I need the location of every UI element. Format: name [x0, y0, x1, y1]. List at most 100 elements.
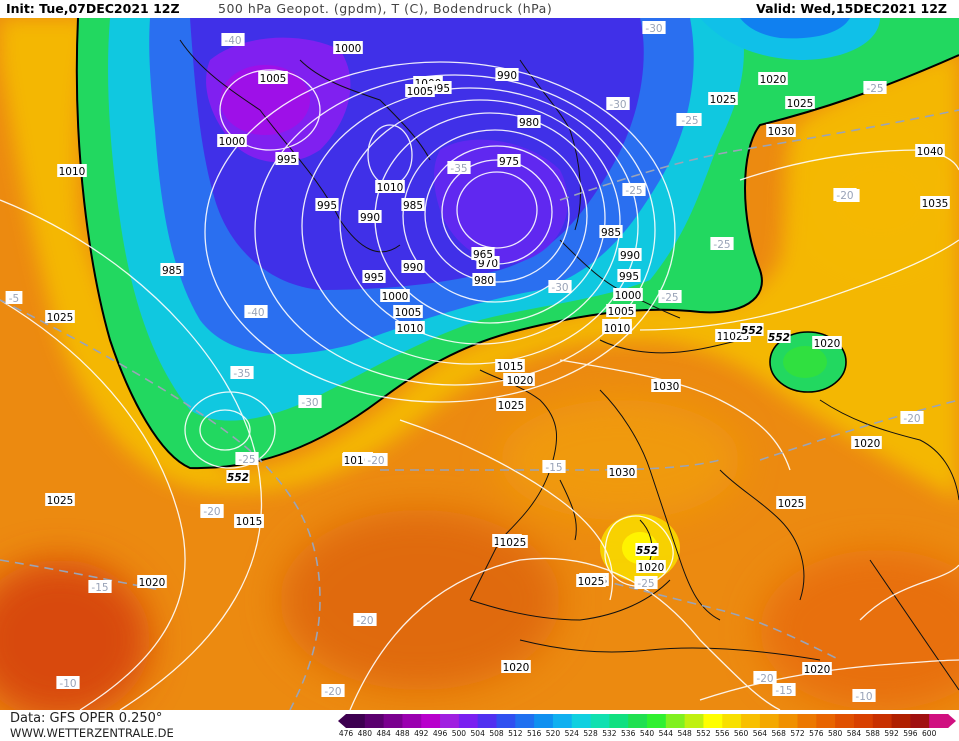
website-credit: WWW.WETTERZENTRALE.DE	[10, 726, 174, 740]
geopotential-label: 552	[741, 325, 763, 337]
pressure-label: 995	[277, 154, 297, 166]
geopotential-label: 552	[227, 472, 249, 484]
pressure-label-bg	[333, 41, 363, 54]
colorbar-label: 564	[752, 729, 768, 738]
pressure-label: 1020	[804, 664, 831, 676]
header-bar: Init: Tue,07DEC2021 12Z 500 hPa Geopot. …	[0, 0, 959, 18]
temperature-label-bg	[658, 290, 682, 303]
pressure-label-bg	[401, 260, 425, 273]
pressure-label: 1000	[219, 136, 246, 148]
pressure-label-bg	[617, 269, 641, 282]
pressure-label: 1020	[139, 577, 166, 589]
colorbar-swatch	[458, 714, 479, 728]
pressure-label-bg	[472, 273, 496, 286]
pressure-label-bg	[275, 152, 299, 165]
temperature-label: -30	[551, 282, 568, 294]
temperature-label: -35	[233, 368, 250, 380]
contour-552-east	[769, 331, 847, 393]
pressure-label-bg	[920, 196, 950, 209]
colorbar-swatch	[515, 714, 535, 728]
temperature-label: -20	[836, 190, 853, 202]
temperature-label-bg	[353, 613, 377, 626]
pressure-label-bg	[160, 263, 184, 276]
temperature-label: -25	[238, 454, 255, 466]
contour-552	[75, 18, 959, 470]
pressure-label: 1020	[814, 338, 841, 350]
pressure-label: 990	[620, 250, 640, 262]
pressure-label: 985	[162, 265, 182, 277]
temperature-label: -20	[356, 615, 373, 627]
pressure-label-bg	[618, 248, 642, 261]
cutoff-core-east	[783, 346, 827, 378]
pressure-label: 1005	[260, 73, 287, 85]
temperature-label: -25	[625, 185, 642, 197]
pressure-label: 990	[403, 262, 423, 274]
temperature-label-bg	[852, 689, 876, 702]
pressure-label: 980	[474, 275, 494, 287]
colorbar-label: 572	[790, 729, 805, 738]
temperature-label-bg	[833, 188, 857, 201]
colorbar-swatch	[929, 714, 949, 728]
colorbar-label: 568	[771, 729, 786, 738]
weather-map: 1000100510009951000100599599098097597096…	[0, 18, 959, 710]
temperature-label: -40	[247, 307, 264, 319]
colorbar-label: 544	[658, 729, 673, 738]
colorbar-swatch	[440, 714, 460, 728]
temperature-label-bg	[863, 81, 887, 94]
colorbar-arrow-left	[338, 714, 346, 728]
pressure-label: 1000	[335, 43, 362, 55]
temperature-label-bg	[772, 683, 796, 696]
pressure-label: 995	[430, 83, 450, 95]
colorbar-swatch	[703, 714, 723, 728]
temperature-label-bg	[200, 504, 224, 517]
colorbar-label: 596	[903, 729, 918, 738]
temperature-label-bg	[710, 237, 734, 250]
pressure-label-bg	[495, 359, 525, 372]
temperature-label-bg	[900, 411, 924, 424]
colorbar-label: 480	[357, 729, 372, 738]
pressure-label-bg	[776, 496, 806, 509]
colorbar-label: 560	[733, 729, 749, 738]
colorbar-label: 592	[884, 729, 899, 738]
colorbar-swatch	[534, 714, 554, 728]
temperature-label: -30	[645, 23, 662, 35]
colorbar-swatch	[421, 714, 441, 728]
pressure-label: 1010	[604, 323, 631, 335]
colorbar-swatch	[383, 714, 403, 728]
temperature-label: -25	[661, 292, 678, 304]
pressure-label-bg	[636, 560, 666, 573]
colorbar-labels: 476 480 484 488 492 496 500 504 508 512 516 520 524 5…	[339, 729, 948, 741]
pressure-label: 1005	[407, 86, 434, 98]
geopotential-label-bg	[740, 323, 764, 336]
colorbar-swatch	[853, 714, 874, 728]
geopotential-labels: 552 552 552 552	[226, 323, 791, 557]
pressure-label: 1015	[236, 516, 263, 528]
pressure-label: 1035	[922, 198, 949, 210]
pressure-label: 1005	[608, 306, 635, 318]
temperature-label: -5	[9, 293, 19, 305]
geopotential-label: 552	[768, 332, 790, 344]
colorbar-swatch	[891, 714, 911, 728]
temperature-label: -25	[637, 578, 654, 590]
pressure-label-bg	[45, 493, 75, 506]
pressure-label: 1025	[778, 498, 805, 510]
colorbar-swatch	[496, 714, 516, 728]
pressure-label-bg	[496, 398, 526, 411]
pressure-label-bg	[599, 225, 623, 238]
pressure-label: 1010	[397, 323, 424, 335]
colorbar-label: 492	[414, 729, 429, 738]
pressure-label-bg	[758, 72, 788, 85]
pressure-label-bg	[501, 660, 531, 673]
pressure-label: 1020	[507, 375, 534, 387]
colorbar-label: 520	[545, 729, 561, 738]
pressure-label: 1025	[578, 576, 605, 588]
colorbar-label: 580	[827, 729, 843, 738]
colorbar-swatch	[590, 714, 610, 728]
pressure-label: 1020	[854, 438, 881, 450]
pressure-label-bg	[785, 96, 815, 109]
colorbar-swatch	[665, 714, 686, 728]
colorbar-swatch	[910, 714, 930, 728]
temperature-label-bg	[678, 113, 702, 126]
pressure-label: 1025	[47, 495, 74, 507]
colorbar-swatch	[835, 714, 855, 728]
